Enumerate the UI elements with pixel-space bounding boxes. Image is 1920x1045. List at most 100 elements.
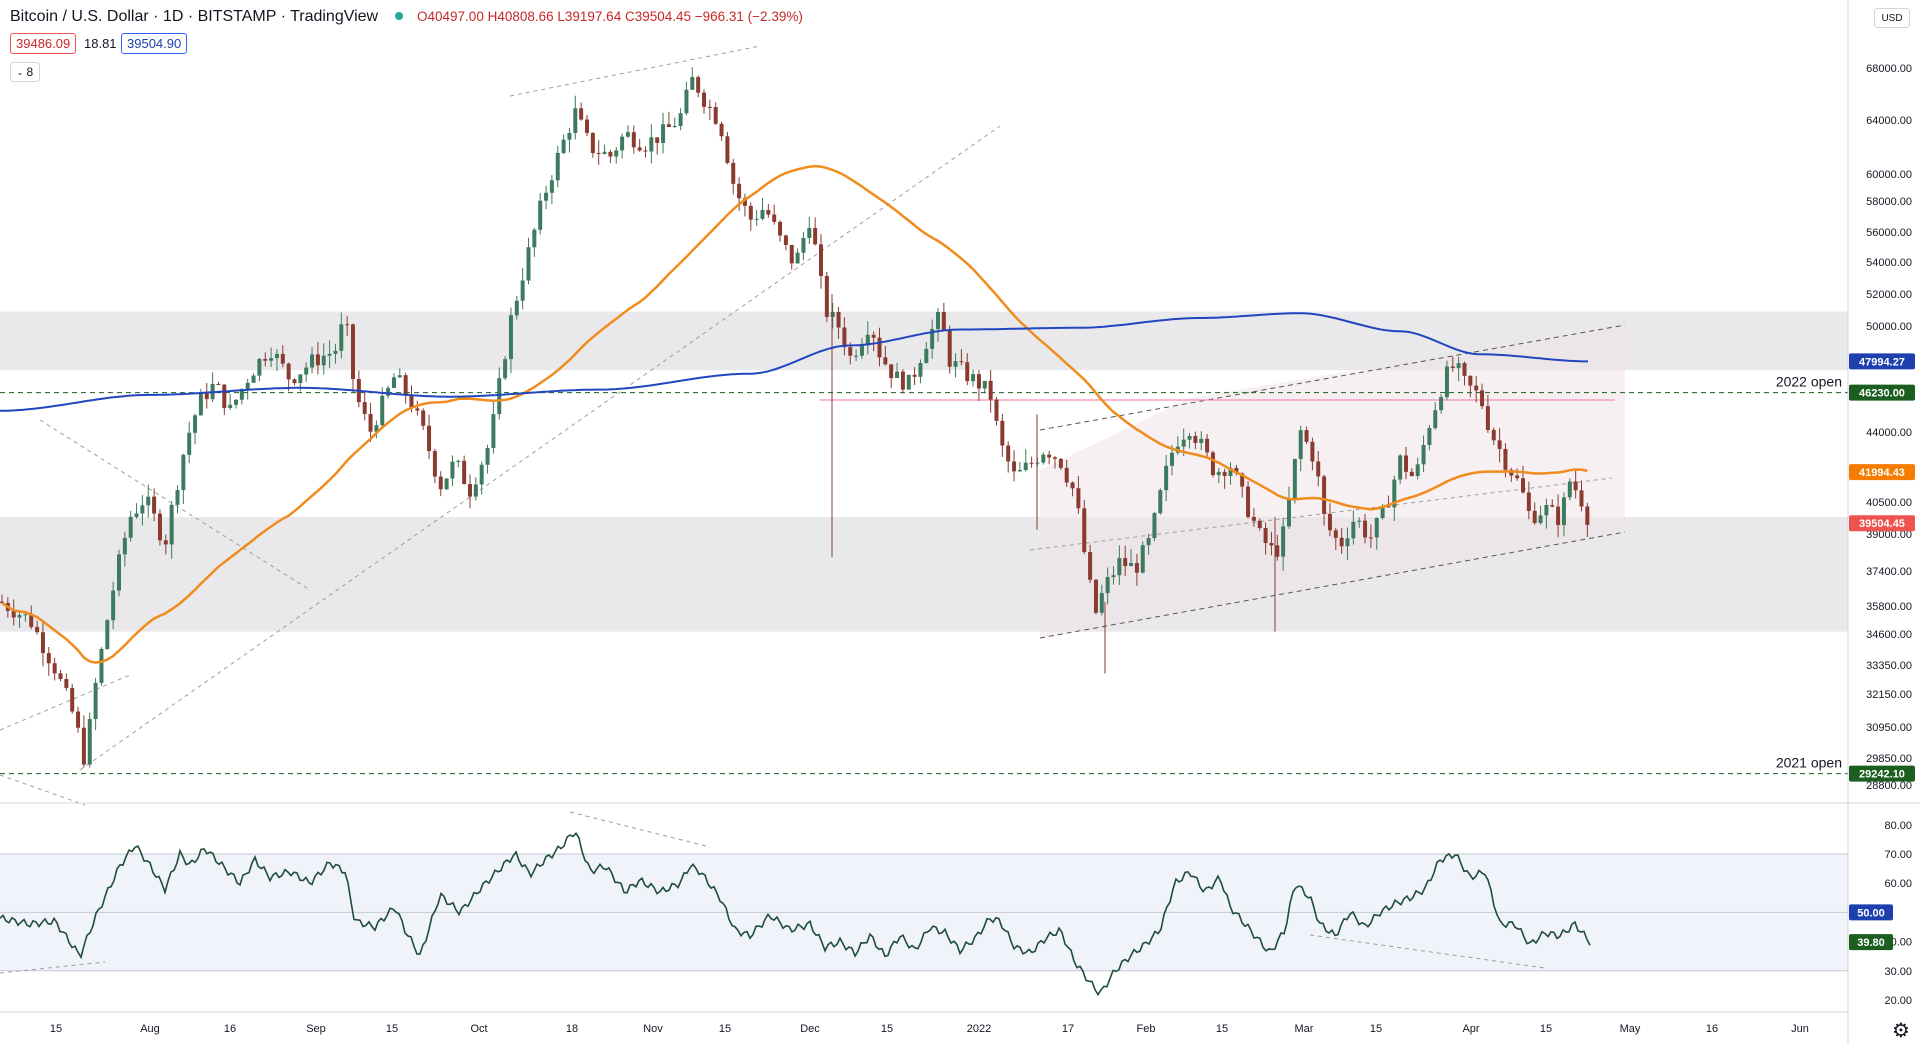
rsi-tick-label: 60.00 [1884,878,1912,890]
candle [397,368,402,378]
symbol-title[interactable]: Bitcoin / U.S. Dollar · 1D · BITSTAMP · … [10,8,379,25]
candle [479,461,484,495]
candle [234,399,238,409]
candle [614,147,619,164]
candle [1000,413,1005,457]
candle [456,459,461,468]
candle [1058,457,1063,471]
candle [549,175,554,205]
time-tick-label: Aug [140,1023,160,1035]
candle [1462,361,1467,386]
sma-50-path [1,164,1588,664]
candle [1082,500,1087,555]
candle [339,312,344,359]
candle [251,373,256,383]
candle [1023,449,1028,472]
candle [117,549,121,597]
candle [631,125,636,154]
candle [1076,475,1081,514]
candle [187,421,192,464]
candle [1339,528,1344,555]
time-axis[interactable]: 15 Aug 16 Sep 15 Oct 18 Nov 15 Dec 15 2022 17 Feb 15 Ma… [0,1011,1848,1035]
rsi-divergence-line [0,961,106,974]
candle [1497,428,1502,463]
candle [321,343,326,375]
candle [169,501,174,559]
candle [450,455,455,487]
candle [900,369,905,394]
candle [532,227,537,257]
candle [64,673,69,691]
time-tick-label: Sep [306,1023,326,1035]
time-tick-label: 15 [881,1023,893,1035]
candle [1433,402,1438,430]
ohlc-values: O40497.00 H40808.66 L39197.64 C39504.45 … [417,9,803,24]
candle [1053,456,1057,469]
buy-price-button[interactable]: 39504.90 [121,33,188,54]
candle [1415,457,1420,480]
candle [432,448,437,484]
candle [1521,465,1525,494]
candle [754,209,759,226]
candle [11,599,16,626]
time-tick-label: Mar [1295,1023,1314,1035]
candle [666,111,671,128]
candle [29,605,34,630]
price-tick-label: 28800.00 [1866,780,1912,792]
candle [1392,475,1397,522]
candle [274,349,279,371]
candle [1193,431,1198,450]
price-axis[interactable]: 68000.00 64000.00 60000.00 58000.00 56000.00… [1847,0,1912,1045]
candle [567,127,572,153]
candle [1357,517,1362,528]
candle [1409,468,1414,477]
candle [52,657,57,681]
candle [1222,468,1227,489]
time-tick-label: 15 [719,1023,731,1035]
candle [918,359,923,384]
candle [1304,426,1309,444]
price-tick-label: 54000.00 [1866,257,1912,269]
gear-icon[interactable]: ⚙ [1892,1018,1910,1042]
time-tick-label: Dec [800,1023,820,1035]
candle [427,414,432,459]
sell-price-button[interactable]: 39486.09 [10,33,77,54]
candle [58,669,63,682]
price-tick-label: 50000.00 [1866,321,1912,333]
currency-selector[interactable]: USD [1874,8,1910,28]
candle [795,248,800,264]
candle [1427,424,1432,451]
price-tick-label: 44000.00 [1866,427,1912,439]
candle [292,378,297,386]
candle [719,121,724,141]
price-tick-label: 39000.00 [1866,529,1912,541]
candle [1316,451,1321,487]
candle [661,112,666,154]
level-annotation-label: 2021 open [1776,755,1842,771]
candle [579,102,584,121]
candle [1158,488,1163,515]
candle [462,455,467,485]
level-annotations: 2022 open 2021 open [1776,374,1842,771]
candle [280,345,285,368]
candle [421,408,426,431]
candle [1292,458,1297,504]
candle [1170,445,1174,476]
candle [327,340,332,369]
rsi-tick-label: 20.00 [1884,995,1912,1007]
candle [1275,534,1280,561]
candle [1310,437,1315,471]
candle [1088,544,1093,584]
price-tick-label: 33350.00 [1866,660,1912,672]
indicators-count: 8 [26,65,34,79]
indicators-toggle-button[interactable]: ⌄ 8 [10,62,40,82]
candle [1164,454,1169,502]
candle [789,244,794,270]
candle [801,232,806,261]
svg-text:50.00: 50.00 [1857,907,1885,919]
candle [111,581,116,630]
candle [1368,524,1373,549]
time-tick-label: 15 [50,1023,62,1035]
market-status-icon [394,12,403,20]
